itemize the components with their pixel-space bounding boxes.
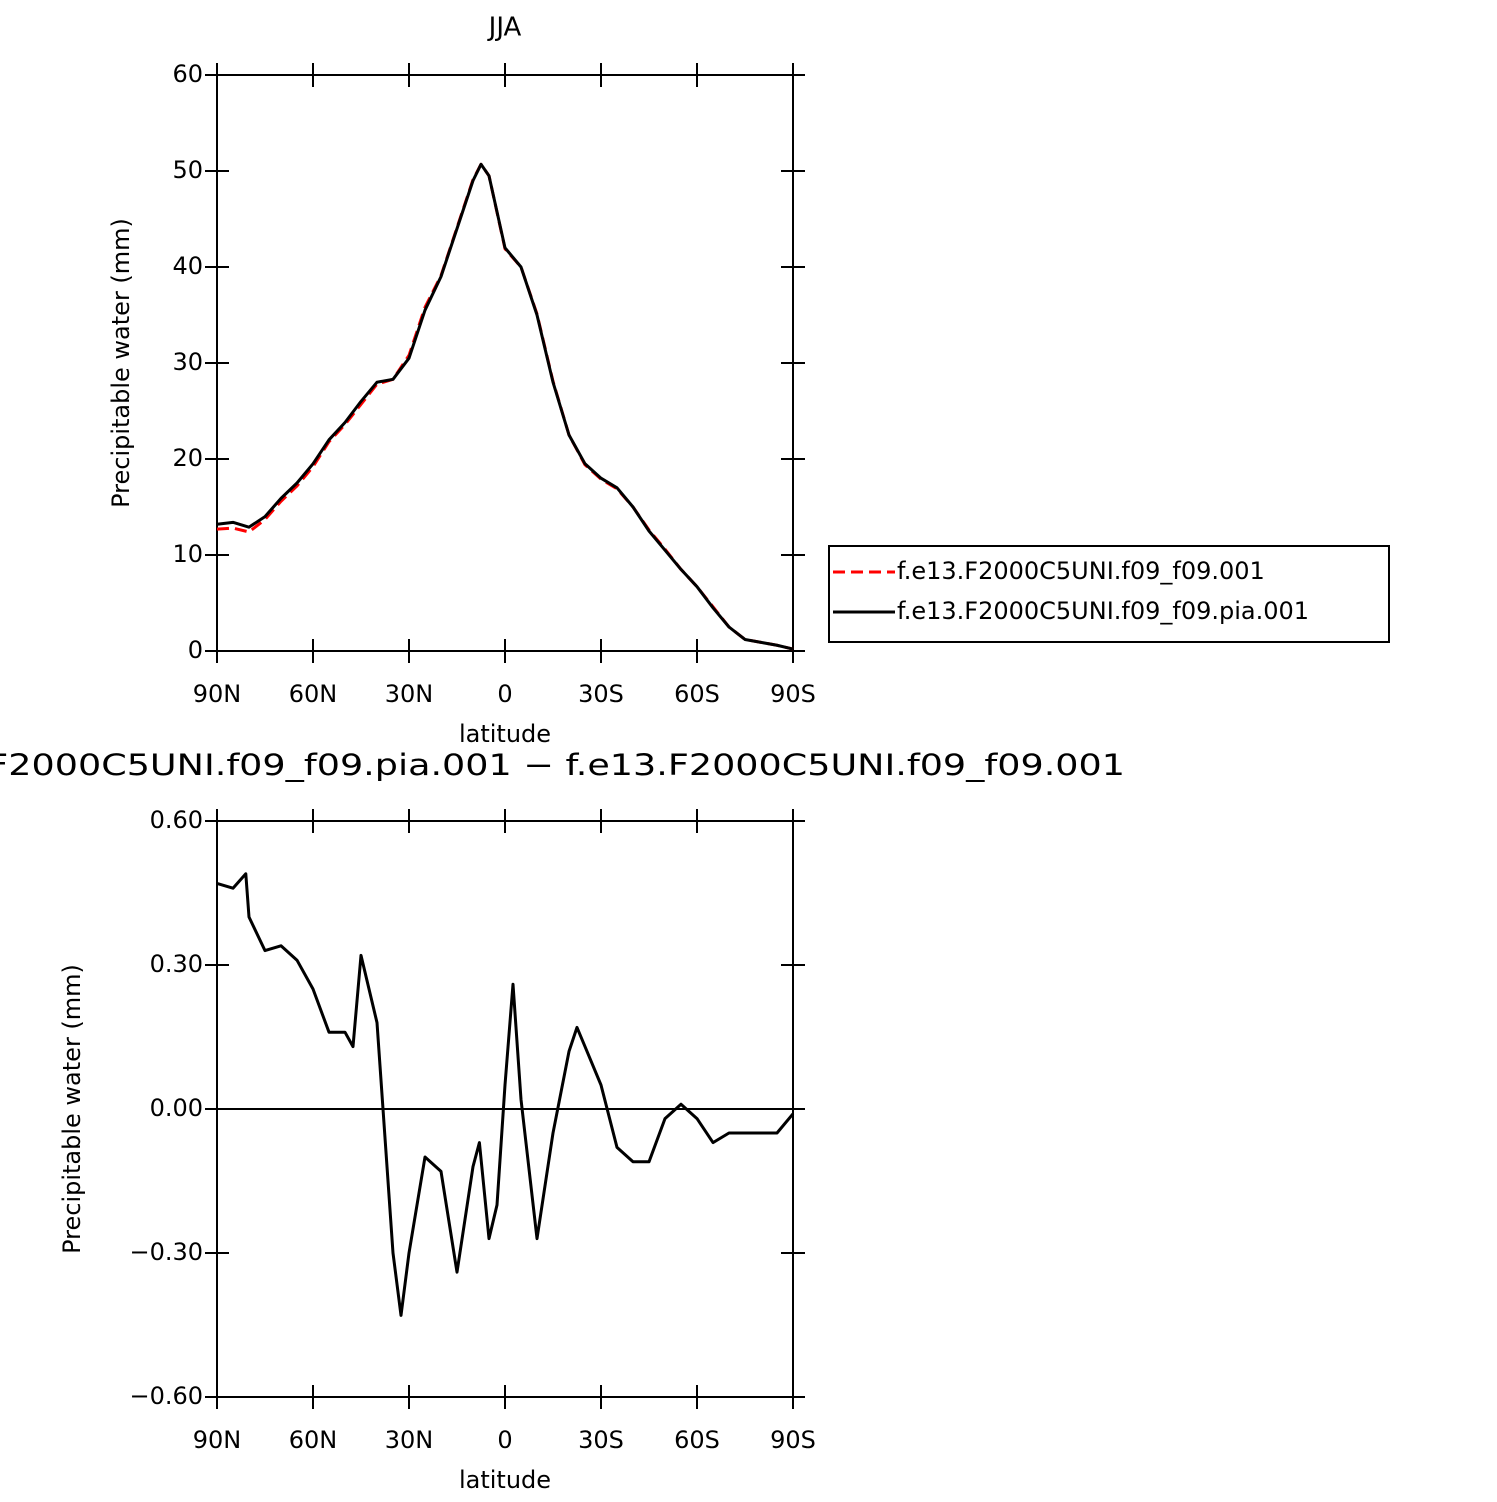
x-tick-label: 30S <box>578 680 624 708</box>
x-axis-label: latitude <box>459 1466 551 1494</box>
y-axis-label: Precipitable water (mm) <box>107 218 135 508</box>
x-tick-label: 90S <box>770 680 816 708</box>
data-line <box>216 162 794 651</box>
y-tick-label: 10 <box>172 540 203 568</box>
x-tick-label: 30S <box>578 1426 624 1454</box>
y-tick-label: 40 <box>172 252 203 280</box>
y-tick-label: −0.60 <box>129 1382 203 1410</box>
y-tick-label: 50 <box>172 156 203 184</box>
x-tick-label: 30N <box>385 680 434 708</box>
y-tick-label: 0 <box>188 636 203 664</box>
y-tick-label: 30 <box>172 348 203 376</box>
x-tick-label: 30N <box>385 1426 434 1454</box>
x-tick-label: 60S <box>674 680 720 708</box>
x-tick-label: 90S <box>770 1426 816 1454</box>
x-tick-label: 60S <box>674 1426 720 1454</box>
chart-title: JJA <box>487 13 522 43</box>
y-tick-label: −0.30 <box>129 1238 203 1266</box>
x-axis-label: latitude <box>459 720 551 748</box>
legend-box <box>828 545 1390 643</box>
x-tick-label: 60N <box>289 680 338 708</box>
data-line <box>216 162 794 651</box>
data-line <box>216 872 795 1317</box>
legend-label: f.e13.F2000C5UNI.f09_f09.pia.001 <box>897 597 1309 625</box>
x-tick-label: 0 <box>497 680 512 708</box>
y-axis-label: Precipitable water (mm) <box>58 964 86 1254</box>
plot-frame <box>216 74 794 652</box>
x-tick-label: 0 <box>497 1426 512 1454</box>
legend-label: f.e13.F2000C5UNI.f09_f09.001 <box>897 557 1265 585</box>
y-tick-label: 60 <box>172 60 203 88</box>
chart-title: f.e13.F2000C5UNI.f09_f09.pia.001 − f.e13… <box>0 748 1125 782</box>
x-tick-label: 90N <box>193 680 242 708</box>
y-tick-label: 0.30 <box>150 950 203 978</box>
y-tick-label: 0.00 <box>150 1094 203 1122</box>
y-tick-label: 20 <box>172 444 203 472</box>
x-tick-label: 60N <box>289 1426 338 1454</box>
y-tick-label: 0.60 <box>150 806 203 834</box>
x-tick-label: 90N <box>193 1426 242 1454</box>
